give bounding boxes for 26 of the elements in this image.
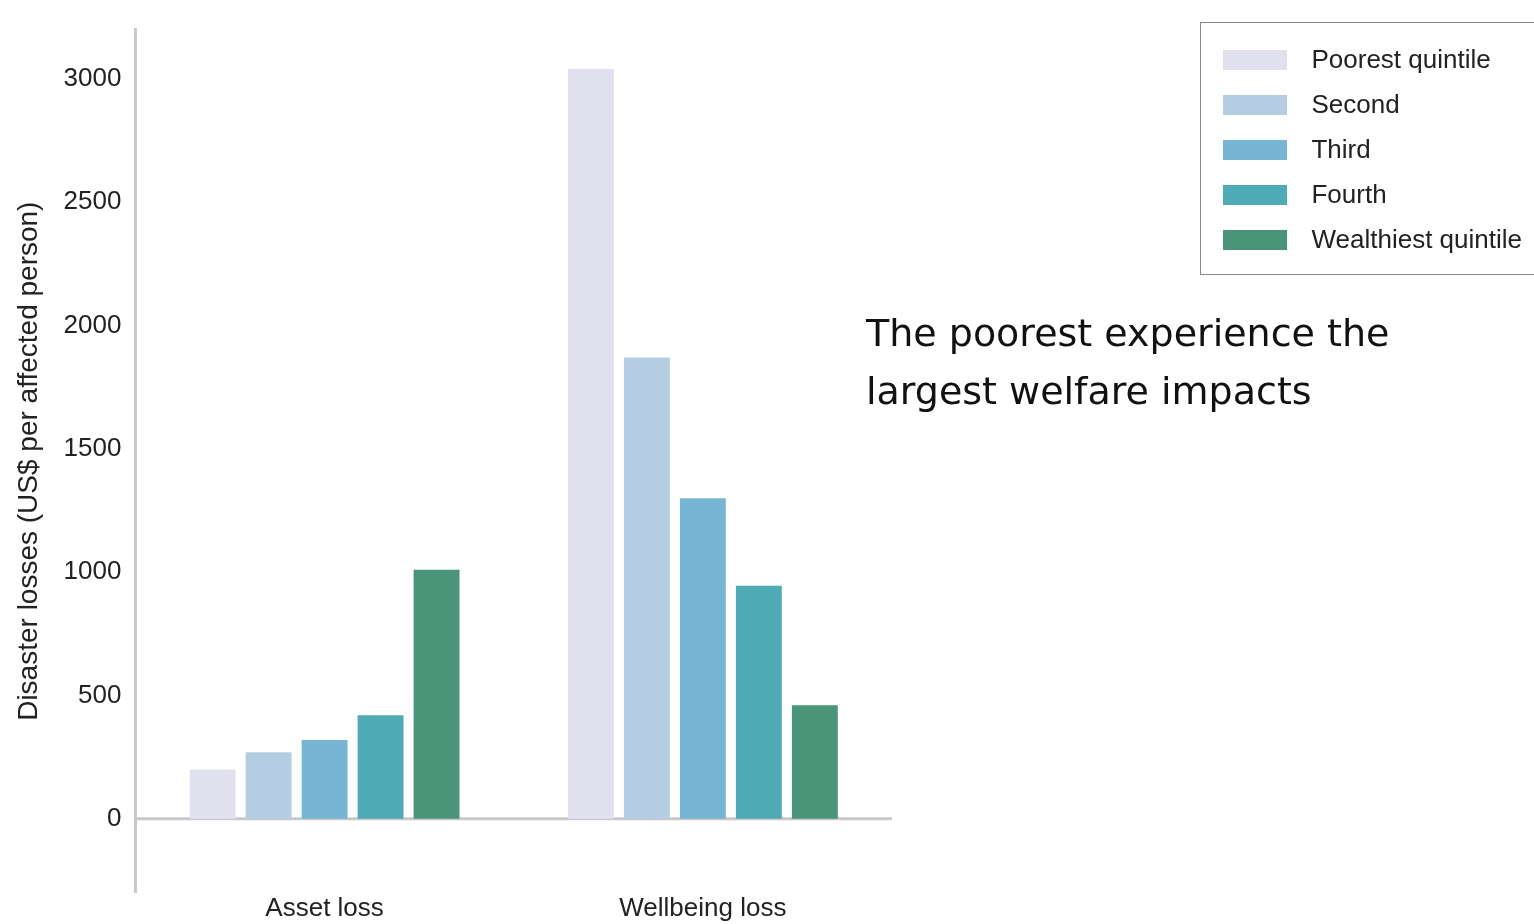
y-tick-label: 1500 <box>63 432 122 463</box>
bar <box>189 769 236 819</box>
bar <box>735 585 782 819</box>
legend-label: Poorest quintile <box>1311 44 1491 75</box>
bar <box>357 715 404 819</box>
y-tick-label: 2500 <box>63 185 122 216</box>
bar <box>301 739 348 819</box>
y-tick-label: 1000 <box>63 555 122 586</box>
y-axis-title: Disaster losses (US$ per affected person) <box>11 201 43 721</box>
bar <box>567 69 614 819</box>
annotation: The poorest experience the largest welfare impacts <box>866 310 1391 415</box>
bar <box>791 705 838 819</box>
bar <box>623 357 670 819</box>
legend-label: Fourth <box>1311 179 1387 210</box>
legend-label: Wealthiest quintile <box>1311 224 1522 255</box>
y-tick-label: 500 <box>78 678 122 709</box>
bar <box>245 752 292 819</box>
x-tick-label: Wellbeing loss <box>619 891 787 922</box>
y-tick-label: 3000 <box>63 62 122 93</box>
y-tick-label: 0 <box>106 801 122 832</box>
x-tick-label: Asset loss <box>265 891 384 922</box>
bar <box>679 498 726 819</box>
legend-label: Second <box>1311 89 1400 120</box>
bar <box>413 569 460 819</box>
y-tick-label: 2000 <box>63 308 122 339</box>
legend-label: Third <box>1311 134 1371 165</box>
